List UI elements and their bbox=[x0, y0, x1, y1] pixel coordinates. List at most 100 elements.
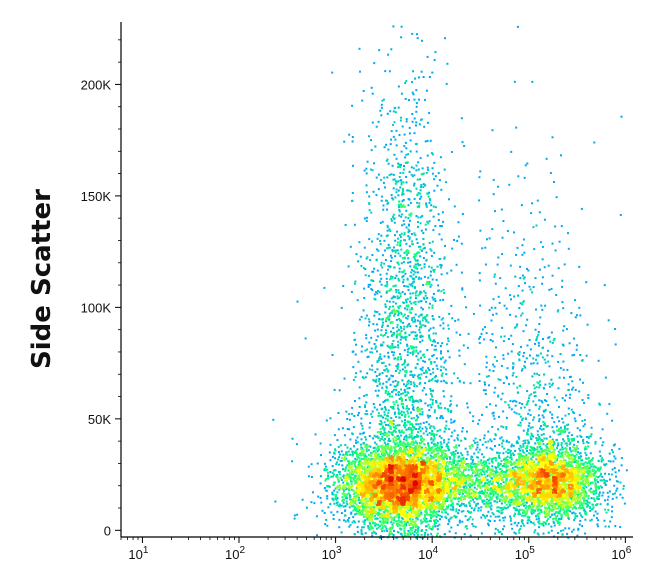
event-dot bbox=[464, 475, 467, 478]
event-dot bbox=[334, 457, 337, 460]
event-dot bbox=[439, 299, 442, 302]
event-dot bbox=[365, 257, 368, 260]
event-dot bbox=[558, 452, 561, 455]
event-dot bbox=[435, 516, 438, 518]
event-dot bbox=[423, 266, 426, 269]
event-dot bbox=[440, 358, 443, 361]
event-dot bbox=[570, 312, 573, 315]
event-dot bbox=[469, 466, 472, 469]
event-dot bbox=[378, 318, 381, 321]
event-dot bbox=[395, 416, 398, 418]
event-dot bbox=[379, 439, 381, 442]
event-dot bbox=[415, 290, 418, 293]
event-dot bbox=[603, 478, 605, 481]
event-dot bbox=[610, 473, 613, 476]
event-dot bbox=[584, 532, 587, 535]
event-dot bbox=[507, 500, 510, 503]
event-dot bbox=[385, 380, 388, 383]
event-dot bbox=[367, 444, 370, 447]
event-dot bbox=[475, 477, 478, 480]
event-dot bbox=[520, 369, 523, 372]
event-dot bbox=[329, 471, 332, 473]
event-dot bbox=[428, 265, 431, 268]
event-dot bbox=[491, 228, 494, 231]
event-dot bbox=[293, 517, 296, 520]
event-dot bbox=[580, 207, 583, 210]
event-dot bbox=[454, 481, 457, 484]
event-dot bbox=[585, 502, 588, 505]
event-dot bbox=[344, 224, 347, 226]
event-dot bbox=[606, 491, 609, 494]
event-dot bbox=[445, 382, 448, 385]
event-dot bbox=[425, 320, 428, 323]
event-dot bbox=[444, 468, 447, 471]
event-dot bbox=[426, 192, 429, 195]
event-dot bbox=[307, 475, 310, 478]
event-dot bbox=[469, 505, 472, 507]
event-dot bbox=[456, 488, 459, 491]
event-dot bbox=[362, 377, 365, 380]
event-dot bbox=[450, 151, 453, 153]
event-dot bbox=[505, 503, 508, 506]
event-dot bbox=[357, 360, 360, 363]
event-dot bbox=[384, 284, 387, 287]
event-dot bbox=[419, 376, 421, 379]
event-dot bbox=[346, 497, 349, 500]
event-dot bbox=[383, 262, 386, 265]
event-dot bbox=[430, 437, 433, 440]
event-dot bbox=[372, 403, 375, 405]
event-dot bbox=[444, 407, 446, 410]
event-dot bbox=[402, 278, 405, 281]
event-dot bbox=[399, 311, 402, 314]
event-dot bbox=[373, 62, 376, 65]
event-dot bbox=[405, 253, 408, 256]
event-dot bbox=[375, 291, 378, 294]
event-dot bbox=[542, 346, 544, 349]
event-dot bbox=[428, 447, 431, 450]
event-dot bbox=[518, 351, 521, 354]
event-dot bbox=[524, 366, 527, 369]
event-dot bbox=[414, 255, 417, 258]
event-dot bbox=[378, 508, 381, 510]
event-dot bbox=[413, 454, 416, 457]
event-dot bbox=[371, 240, 374, 243]
event-dot bbox=[363, 521, 366, 524]
event-dot bbox=[429, 199, 432, 202]
event-dot bbox=[519, 424, 522, 427]
event-dot bbox=[326, 485, 329, 487]
event-dot bbox=[415, 187, 418, 190]
event-dot bbox=[479, 495, 481, 498]
event-dot bbox=[349, 523, 352, 526]
event-dot bbox=[367, 318, 370, 321]
event-dot bbox=[552, 451, 555, 454]
event-dot bbox=[492, 414, 495, 417]
event-dot bbox=[584, 513, 587, 516]
event-dot bbox=[381, 444, 384, 447]
event-dot bbox=[296, 300, 299, 303]
event-dot bbox=[446, 500, 449, 502]
event-dot bbox=[514, 532, 517, 535]
event-dot bbox=[491, 333, 494, 336]
event-dot bbox=[428, 379, 431, 382]
event-dot bbox=[319, 475, 322, 478]
event-dot bbox=[612, 493, 615, 496]
event-dot bbox=[573, 455, 576, 457]
event-dot bbox=[479, 229, 482, 232]
event-dot bbox=[402, 407, 405, 410]
event-dot bbox=[516, 246, 519, 249]
event-dot bbox=[415, 414, 418, 417]
event-dot bbox=[496, 501, 499, 504]
event-dot bbox=[410, 432, 413, 435]
event-dot bbox=[567, 247, 570, 250]
event-dot bbox=[407, 285, 410, 288]
event-dot bbox=[420, 442, 422, 445]
event-dot bbox=[386, 435, 388, 438]
event-dot bbox=[580, 436, 583, 438]
event-dot bbox=[409, 455, 412, 457]
event-dot bbox=[392, 339, 395, 342]
event-dot bbox=[400, 528, 403, 531]
event-dot bbox=[382, 382, 385, 385]
event-dot bbox=[520, 503, 523, 506]
event-dot bbox=[420, 520, 423, 522]
event-dot bbox=[500, 335, 503, 338]
